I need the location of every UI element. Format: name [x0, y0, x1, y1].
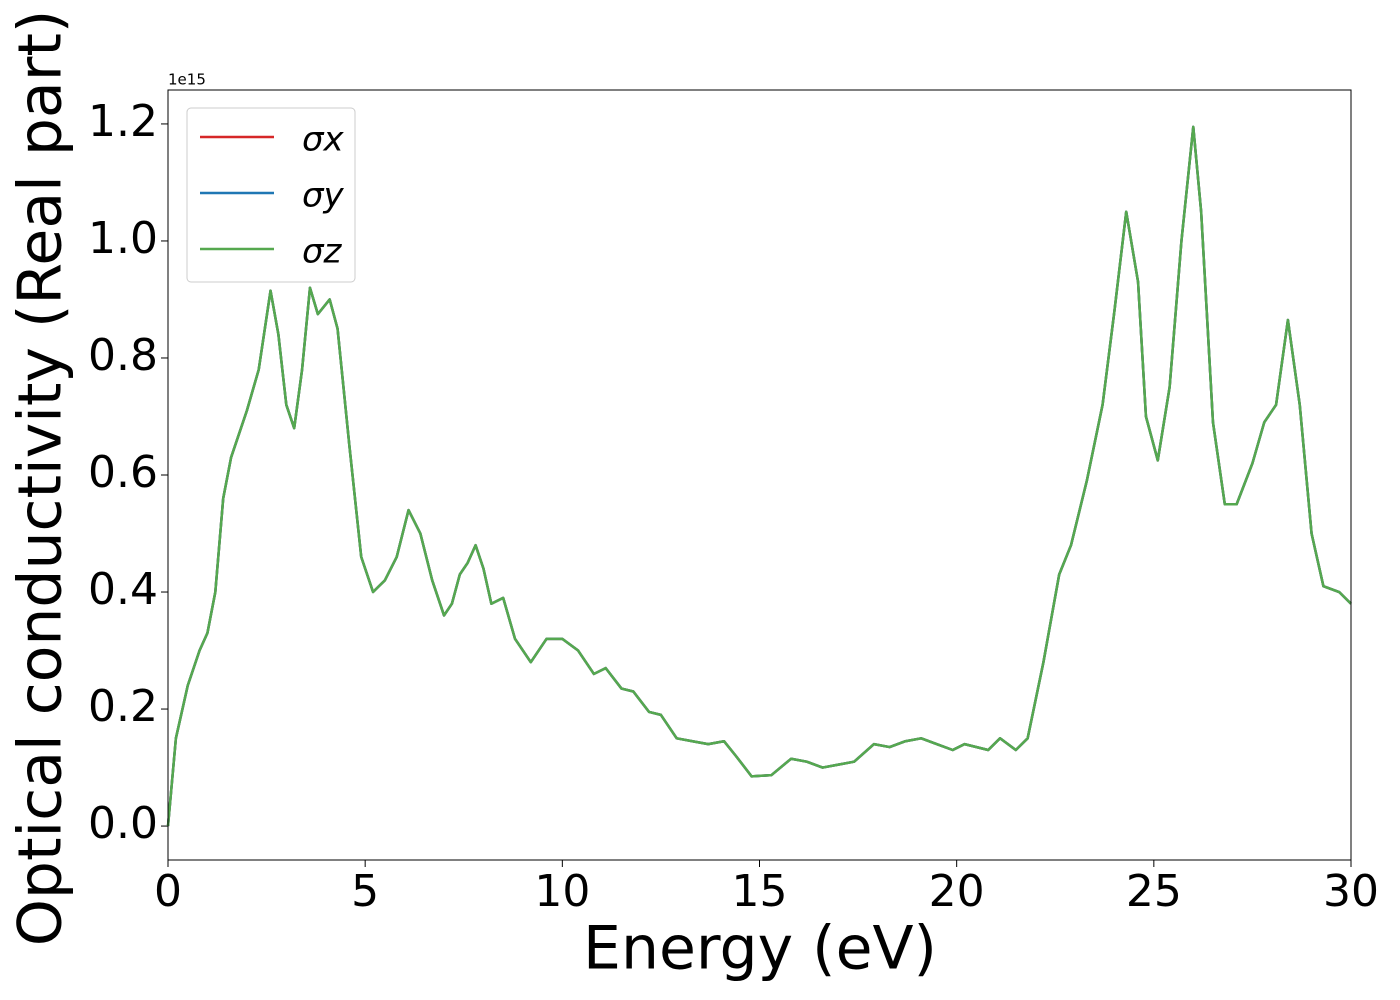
- y-tick-label: 0.6: [88, 447, 158, 498]
- plot-frame: [167, 89, 1352, 861]
- x-tick-label: 15: [732, 866, 788, 917]
- x-tick-label: 25: [1126, 866, 1182, 917]
- legend-label: σz: [302, 232, 343, 272]
- legend-box: [186, 107, 356, 283]
- x-tick-label: 20: [929, 866, 985, 917]
- series-line: [166, 125, 1352, 827]
- legend-label: σy: [302, 176, 345, 216]
- y-tick-label: 1.0: [88, 213, 158, 264]
- x-tick-label: 0: [154, 866, 182, 917]
- y-axis-label: Optical conductivity (Real part): [6, 10, 76, 947]
- y-tick-label: 1.2: [88, 96, 158, 147]
- y-tick-label: 0.2: [88, 681, 158, 732]
- x-tick-label: 5: [351, 866, 379, 917]
- legend-label: σx: [302, 120, 345, 160]
- x-axis-label: Energy (eV): [583, 914, 937, 984]
- y-tick-label: 0.4: [88, 564, 158, 615]
- x-tick-label: 30: [1323, 866, 1379, 917]
- y-tick-label: 0.8: [88, 330, 158, 381]
- y-tick-label: 0.0: [88, 798, 158, 849]
- x-tick-label: 10: [534, 866, 590, 917]
- y-offset-text: 1e15: [168, 71, 206, 89]
